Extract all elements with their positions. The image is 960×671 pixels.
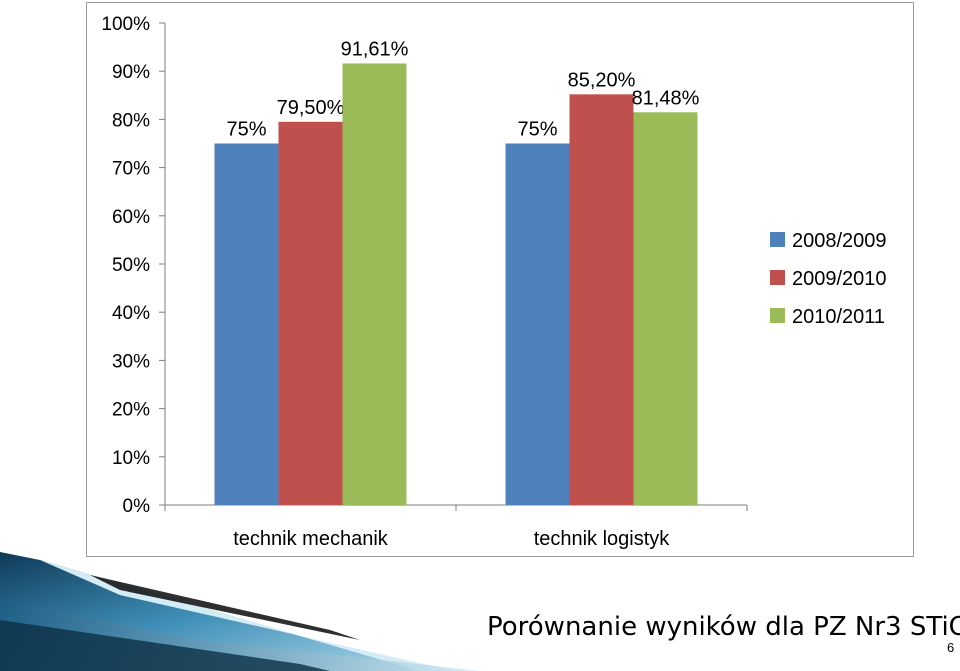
y-tick-label: 10%: [112, 448, 150, 469]
bar: [505, 143, 570, 505]
legend-label: 2009/2010: [792, 268, 887, 290]
y-tick-label: 60%: [112, 207, 150, 228]
legend-swatch: [770, 308, 785, 323]
legend-swatch: [770, 232, 785, 247]
chart-area: 0% 10% 20% 30% 40% 50% 60% 70% 80% 90% 100% 75% 79,5…: [86, 2, 914, 557]
y-tick-label: 80%: [112, 110, 150, 131]
y-tick-label: 30%: [112, 351, 150, 372]
bar-chart: 0% 10% 20% 30% 40% 50% 60% 70% 80% 90% 100% 75% 79,5…: [101, 14, 887, 550]
y-tick-label: 100%: [101, 14, 150, 35]
legend-label: 2008/2009: [792, 230, 887, 252]
decor-stripe: [90, 575, 360, 640]
y-tick-label: 20%: [112, 400, 150, 421]
decor-stripe: [0, 620, 330, 671]
bar: [342, 63, 407, 506]
bar: [278, 121, 343, 505]
slide-number: 6: [947, 640, 955, 655]
data-label: 79,50%: [277, 97, 345, 119]
y-tick-label: 50%: [112, 255, 150, 276]
slide-title: Porównanie wyników dla PZ Nr3 STiO: [487, 612, 960, 642]
bar: [569, 94, 634, 505]
data-label: 75%: [517, 119, 557, 141]
y-tick-label: 0%: [123, 496, 151, 517]
x-category-label: technik logistyk: [534, 528, 671, 550]
data-label: 75%: [226, 119, 266, 141]
data-label: 91,61%: [341, 38, 409, 60]
y-tick-label: 90%: [112, 62, 150, 83]
data-label: 85,20%: [568, 69, 636, 91]
legend-label: 2010/2011: [792, 306, 885, 328]
x-category-label: technik mechanik: [233, 528, 389, 550]
y-tick-label: 70%: [112, 159, 150, 180]
legend-swatch: [770, 270, 785, 285]
bar: [633, 112, 698, 505]
bar: [214, 143, 279, 505]
data-label: 81,48%: [632, 87, 700, 109]
y-tick-label: 40%: [112, 303, 150, 324]
